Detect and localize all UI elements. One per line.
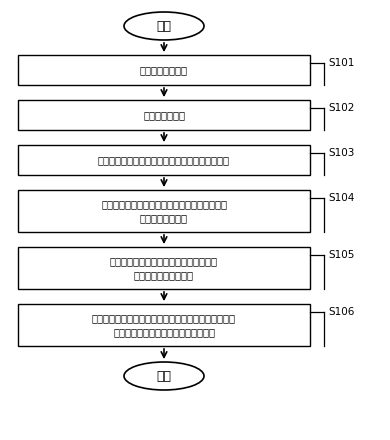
FancyBboxPatch shape: [18, 145, 310, 175]
Text: 获取一帧图像数据: 获取一帧图像数据: [140, 65, 188, 75]
Text: S102: S102: [328, 103, 355, 113]
Text: 将符合正常人脸图像中各器官中心位置的
坐标值确定为器官位置: 将符合正常人脸图像中各器官中心位置的 坐标值确定为器官位置: [110, 256, 218, 280]
Text: S101: S101: [328, 58, 355, 68]
Text: 根据所述某器官坐标值数量确定该器官位置遮挡情况，
确定人脸图像中各器官位置的异常特征: 根据所述某器官坐标值数量确定该器官位置遮挡情况， 确定人脸图像中各器官位置的异常…: [92, 313, 236, 337]
Text: 结束: 结束: [156, 370, 172, 382]
Text: S104: S104: [328, 193, 355, 203]
FancyBboxPatch shape: [18, 190, 310, 232]
Ellipse shape: [124, 362, 204, 390]
FancyBboxPatch shape: [18, 100, 310, 130]
Text: 滤波器进行滤波: 滤波器进行滤波: [143, 110, 185, 120]
Text: 统计人脸图像区域中，各器官中心位置的坐标值
和所述坐标值数量: 统计人脸图像区域中，各器官中心位置的坐标值 和所述坐标值数量: [101, 199, 227, 223]
Text: S103: S103: [328, 148, 355, 158]
FancyBboxPatch shape: [18, 55, 310, 85]
Text: 确定所述多帧图像的每一帧图像中人脸所处的区域: 确定所述多帧图像的每一帧图像中人脸所处的区域: [98, 155, 230, 165]
FancyBboxPatch shape: [18, 304, 310, 346]
Text: S105: S105: [328, 250, 355, 260]
Text: 开始: 开始: [156, 19, 172, 33]
Ellipse shape: [124, 12, 204, 40]
FancyBboxPatch shape: [18, 247, 310, 289]
Text: S106: S106: [328, 307, 355, 317]
